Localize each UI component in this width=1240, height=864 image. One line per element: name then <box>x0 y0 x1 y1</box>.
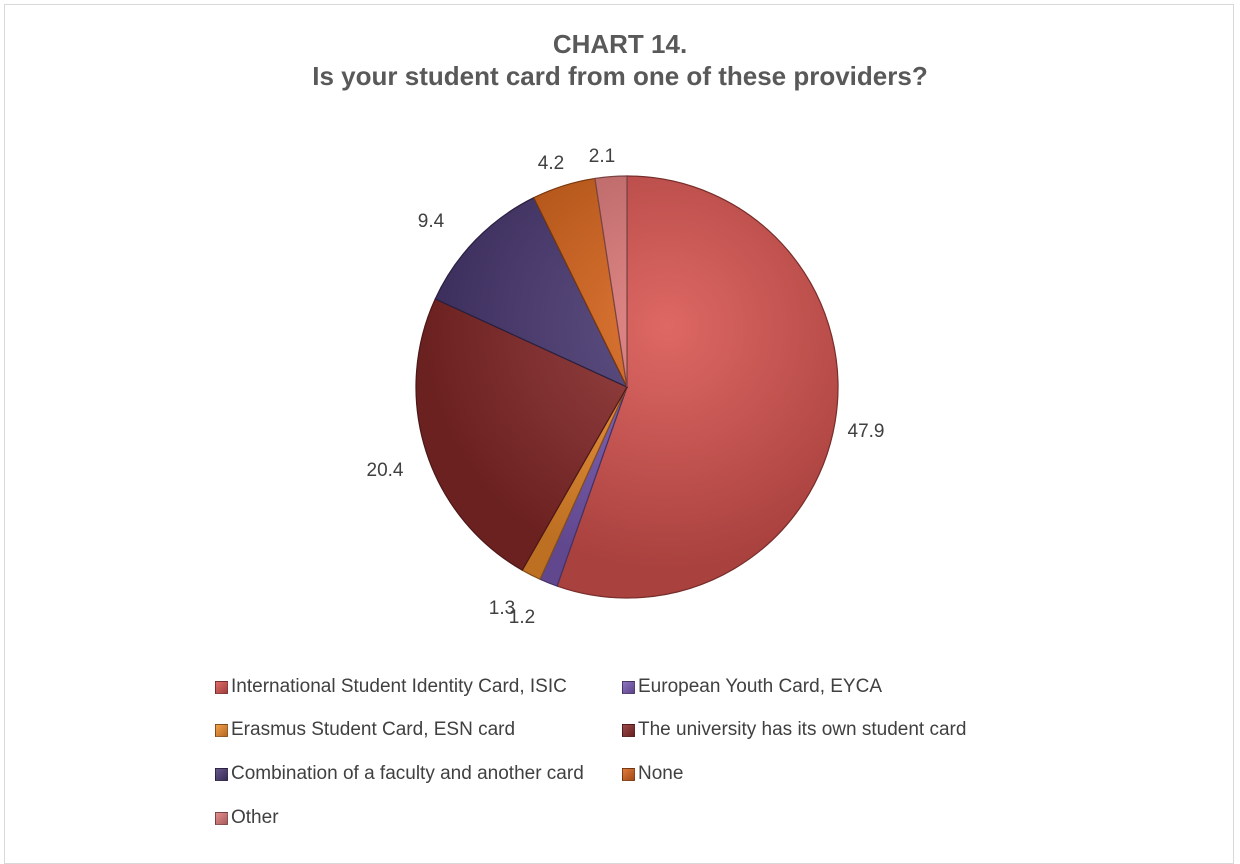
chart-title-line: CHART 14. <box>552 29 688 59</box>
data-label-international-student-identity-card-isic: 47.9 <box>848 421 885 442</box>
pie-slice-combination-of-a-faculty-and-another-card <box>434 196 629 389</box>
chart-title: CHART 14. Is your student card from one … <box>0 28 1240 92</box>
pie-slices <box>415 175 839 599</box>
data-label-the-university-has-its-own-student-card: 20.4 <box>367 460 404 481</box>
data-label-erasmus-student-card-esn-card: 1.3 <box>489 598 515 619</box>
pie-slice-other <box>594 175 628 388</box>
data-label-combination-of-a-faculty-and-another-card: 9.4 <box>418 211 445 232</box>
data-label-none: 4.2 <box>538 153 564 174</box>
data-label-other: 2.1 <box>589 146 615 167</box>
data-label-european-youth-card-eyca: 1.2 <box>509 607 535 628</box>
pie-slice-the-university-has-its-own-student-card <box>415 298 628 571</box>
chart-subtitle: Is your student card from one of these p… <box>312 61 928 91</box>
data-labels: 47.9 1.31.2 20.4 9.4 4.2 2.1 <box>367 146 885 628</box>
